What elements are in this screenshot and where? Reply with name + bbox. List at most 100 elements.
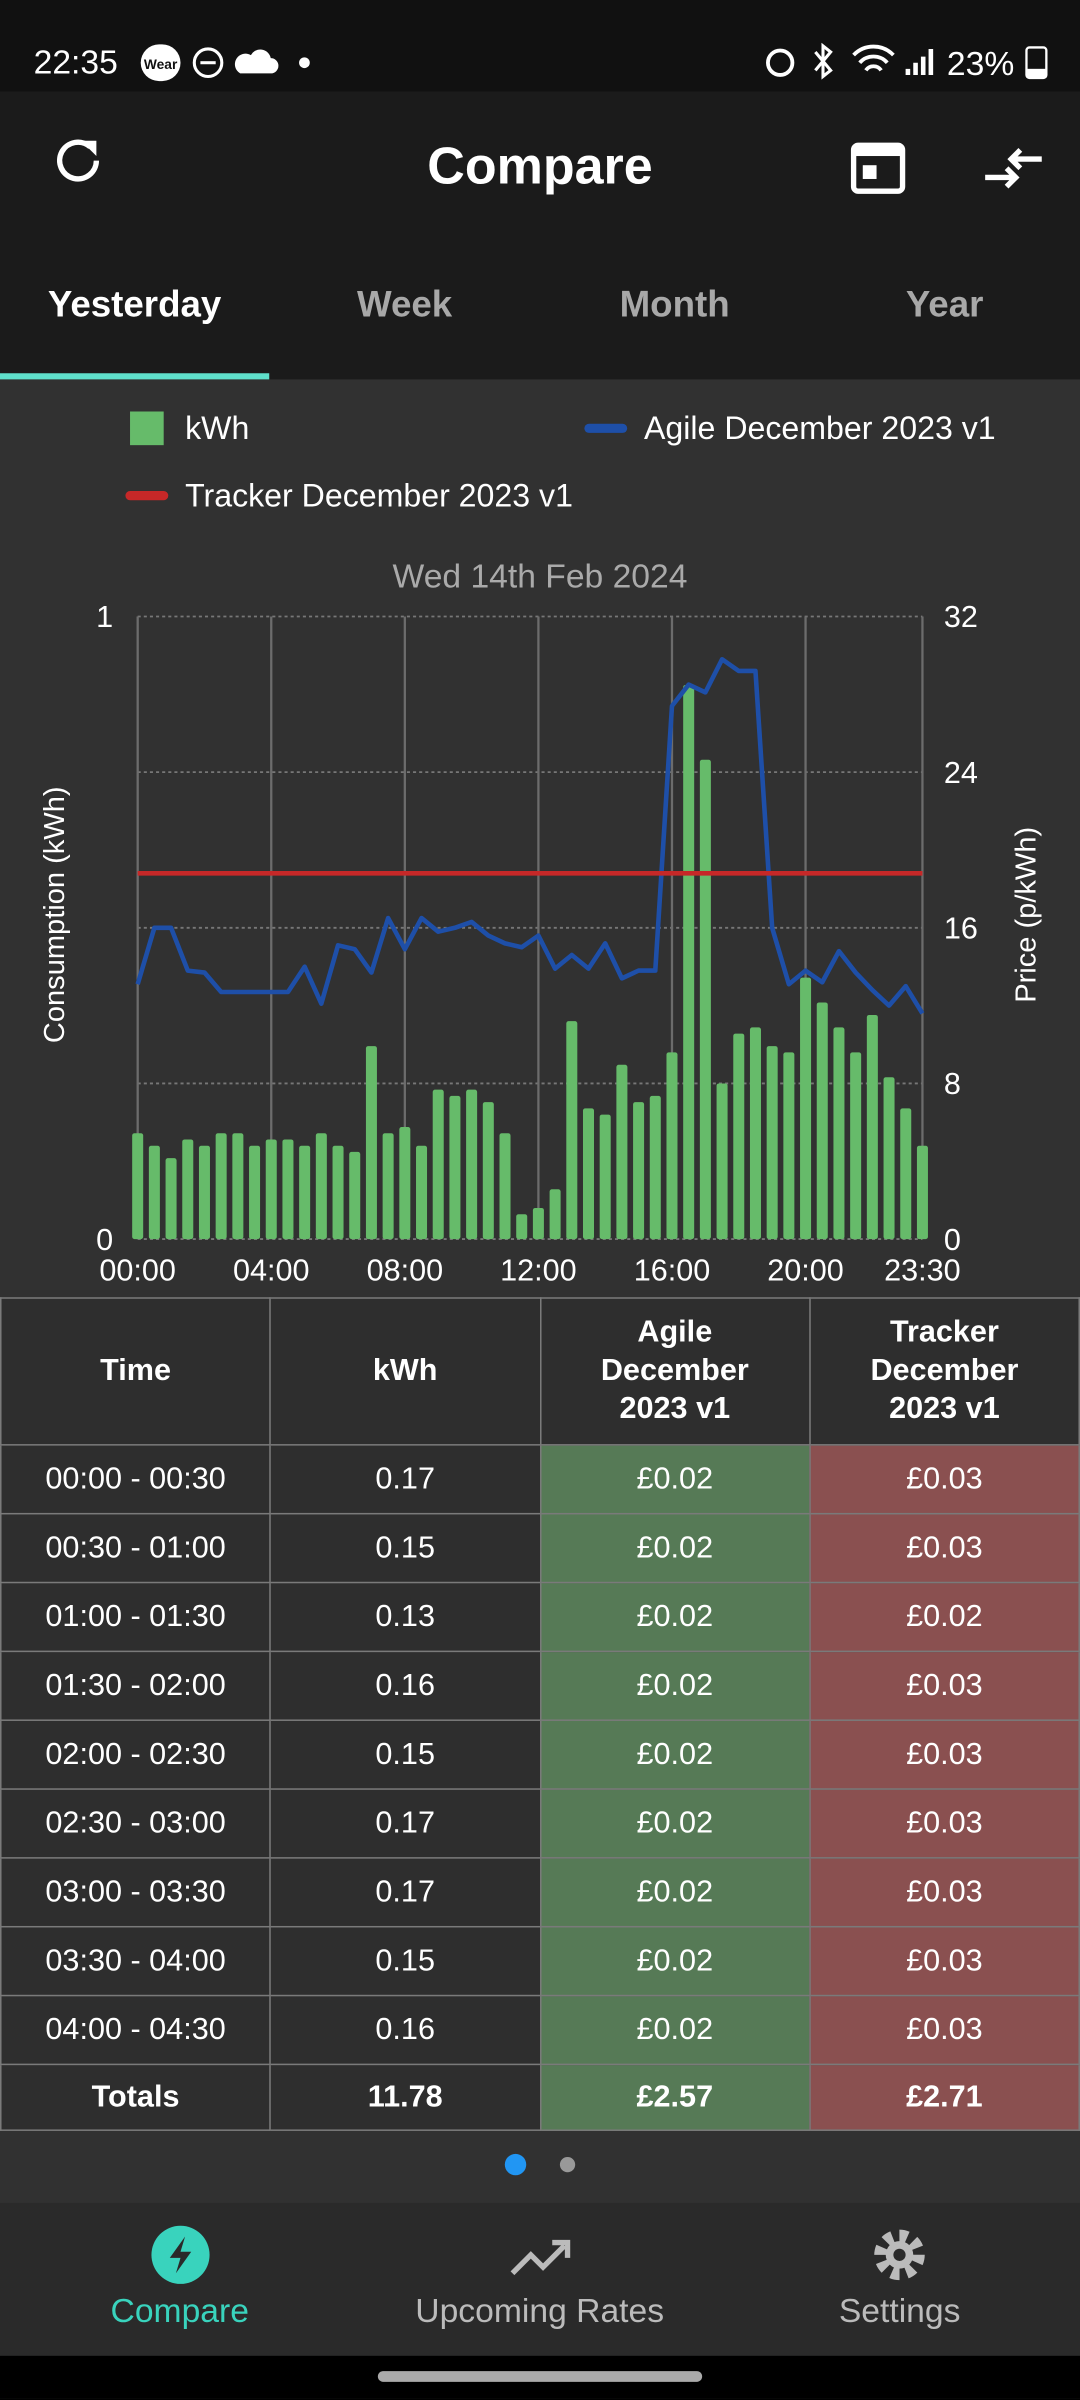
table-cell: 02:30 - 03:00 (0, 1788, 272, 1859)
table: Time kWh Agile December 2023 v1 Tracker Dec… (0, 1297, 1080, 2131)
table-row: 02:30 - 03:00 0.17 £0.02 £0.03 (0, 1788, 1080, 1859)
table-cell: 03:30 - 04:00 (0, 1925, 272, 1997)
table-cell: 0.17 (269, 1788, 541, 1859)
table-cell: 0.16 (269, 1650, 541, 1721)
wear-badge (140, 44, 181, 82)
bar (299, 1145, 311, 1240)
bar (249, 1145, 261, 1240)
table-cell: 0.15 (269, 1925, 541, 1997)
x-tick-label: 23:30 (884, 1253, 961, 1287)
y-tick-label: 1 (96, 600, 113, 634)
table-cell: £0.03 (808, 1994, 1080, 2066)
status-time: 22:35 (34, 44, 118, 81)
y2-tick-label: 24 (944, 756, 978, 790)
refresh-icon[interactable] (56, 139, 100, 182)
bar (466, 1089, 478, 1240)
nav-label[interactable]: Upcoming Rates (415, 2291, 665, 2330)
gear-hole (893, 2248, 906, 2261)
line (135, 656, 925, 1015)
table-cell: £0.02 (539, 1650, 811, 1721)
totals-cell: £2.71 (808, 2063, 1080, 2131)
bar (633, 1102, 645, 1240)
table-cell: £0.02 (539, 1788, 811, 1859)
bar (833, 1027, 845, 1240)
calendar-top (853, 145, 903, 157)
x-tick-label: 04:00 (233, 1253, 310, 1287)
bar (365, 1046, 377, 1240)
bar (749, 1027, 761, 1240)
table-cell: 00:00 - 00:30 (0, 1444, 272, 1515)
tab[interactable]: Yesterday (47, 284, 222, 326)
x-tick-label: 16:00 (634, 1253, 711, 1287)
bar (549, 1189, 561, 1240)
y-tick-label: 0 (96, 1223, 113, 1257)
bar (733, 1033, 745, 1240)
bar (866, 1014, 878, 1240)
battery-text: 23% (947, 46, 1014, 83)
bar (900, 1108, 912, 1240)
table-cell: 00:30 - 01:00 (0, 1512, 272, 1584)
bar (716, 1083, 728, 1240)
legend-label: Agile December 2023 v1 (644, 410, 996, 446)
nav-label[interactable]: Compare (110, 2291, 249, 2330)
legend-swatch (130, 411, 164, 446)
table-row: 00:30 - 01:00 0.15 £0.02 £0.03 (0, 1512, 1080, 1584)
bar (182, 1139, 194, 1240)
y2-tick-label: 32 (944, 600, 978, 634)
table-cell: £0.02 (539, 1994, 811, 2066)
table-cell: £0.03 (808, 1857, 1080, 1928)
totals-row: Totals 11.78 £2.57 £2.71 (0, 2063, 1080, 2131)
bolt (169, 2236, 192, 2274)
calendar-day (862, 165, 877, 179)
x-tick-label: 08:00 (367, 1253, 444, 1287)
tab[interactable]: Month (619, 284, 730, 326)
bar (850, 1052, 862, 1240)
app-bar (0, 91, 1080, 380)
rates-nav-icon[interactable] (510, 2239, 571, 2276)
table-row: 01:30 - 02:00 0.16 £0.02 £0.03 (0, 1650, 1080, 1721)
bar (616, 1064, 628, 1240)
table-cell: 0.16 (269, 1994, 541, 2066)
settings-nav-icon[interactable] (874, 2229, 925, 2281)
compare-icon[interactable] (985, 148, 1042, 189)
table-cell: 0.15 (269, 1512, 541, 1584)
bar (449, 1095, 461, 1240)
y-axis-label: Consumption (kWh) (39, 786, 71, 1043)
cloud-icon (234, 49, 279, 74)
tab[interactable]: Week (356, 284, 453, 326)
bar (416, 1145, 428, 1240)
header-cell: Tracker December 2023 v1 (808, 1297, 1080, 1446)
bar (482, 1102, 494, 1240)
wifi-icon (852, 44, 895, 72)
table-header: Time kWh Agile December 2023 v1 Tracker Dec… (0, 1297, 1080, 1446)
table-row: 02:00 - 02:30 0.15 £0.02 £0.03 (0, 1719, 1080, 1790)
totals-cell: £2.57 (539, 2063, 811, 2131)
table-cell: 02:00 - 02:30 (0, 1719, 272, 1790)
bar (766, 1046, 778, 1240)
bluetooth-icon (814, 42, 833, 80)
tab[interactable]: Year (905, 284, 984, 326)
table-cell: 0.13 (269, 1581, 541, 1653)
battery-level (1026, 68, 1047, 79)
bar (783, 1052, 795, 1240)
legend-label: kWh (185, 410, 249, 446)
table-cell: 01:00 - 01:30 (0, 1581, 272, 1653)
table-cell: £0.02 (539, 1925, 811, 1997)
bar (916, 1145, 928, 1240)
bar (532, 1207, 544, 1240)
nav-label[interactable]: Settings (838, 2291, 961, 2330)
bar (315, 1133, 327, 1240)
x-tick-label: 00:00 (99, 1253, 176, 1287)
dnd-icon (192, 47, 224, 79)
table-cell: £0.02 (539, 1444, 811, 1515)
bar (282, 1139, 294, 1240)
bar (883, 1077, 895, 1240)
y2-tick-label: 8 (944, 1067, 961, 1101)
bar (582, 1108, 595, 1240)
table-cell: £0.03 (808, 1925, 1080, 1997)
table-cell: £0.03 (808, 1512, 1080, 1584)
bar (699, 759, 711, 1240)
bar (566, 1021, 578, 1240)
